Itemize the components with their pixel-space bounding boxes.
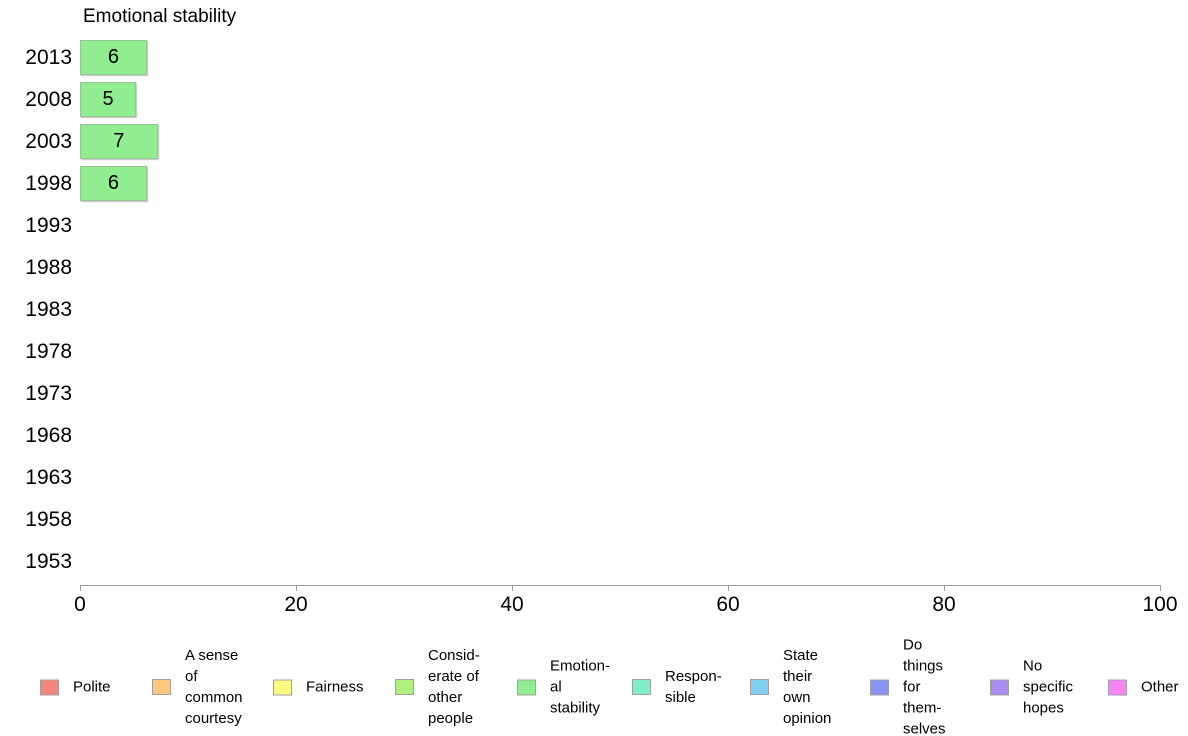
chart-title: Emotional stability: [83, 6, 237, 27]
chart-row: 1963: [0, 457, 1188, 499]
y-axis-label: 2003: [25, 130, 72, 153]
y-axis-label: 1958: [25, 508, 72, 531]
legend-item[interactable]: Consid- erate of other people: [395, 645, 480, 729]
bar-2008: 5: [80, 82, 136, 117]
chart-row: 2003 7: [0, 121, 1188, 163]
chart-row: 1998 6: [0, 163, 1188, 205]
x-axis-tick-label: 40: [500, 593, 524, 616]
legend-item[interactable]: No specific hopes: [990, 656, 1073, 719]
y-axis-label: 1993: [25, 214, 72, 237]
chart-row: 1988: [0, 247, 1188, 289]
legend-item-label: Consid- erate of other people: [428, 647, 480, 727]
legend-item[interactable]: Other: [1108, 677, 1179, 698]
legend-item[interactable]: Polite: [40, 677, 111, 698]
bar-value-label: 6: [107, 46, 119, 68]
legend-swatch-icon: [152, 679, 171, 695]
legend-swatch-icon: [517, 679, 536, 695]
x-axis-tick-label: 100: [1142, 593, 1178, 616]
bar-value-label: 5: [102, 88, 114, 110]
chart-row: 1968: [0, 415, 1188, 457]
x-axis-tick: [944, 585, 945, 591]
legend-swatch-icon: [870, 679, 889, 695]
chart-row: 1973: [0, 373, 1188, 415]
legend-swatch-icon: [750, 679, 769, 695]
y-axis-label: 1998: [25, 172, 72, 195]
chart-row: 1983: [0, 289, 1188, 331]
y-axis-label: 2013: [25, 46, 72, 69]
legend-swatch-icon: [395, 679, 414, 695]
chart-row: 2013 6: [0, 37, 1188, 79]
legend-item-label: Respon- sible: [665, 668, 722, 706]
bar-2013: 6: [80, 40, 147, 75]
x-axis-tick: [1160, 585, 1161, 591]
y-axis-label: 1978: [25, 340, 72, 363]
x-axis-tick: [728, 585, 729, 591]
legend-item-label: Other: [1141, 678, 1179, 696]
chart-row: 1953: [0, 541, 1188, 583]
y-axis-label: 1968: [25, 424, 72, 447]
x-axis-tick-label: 80: [932, 593, 956, 616]
legend-item[interactable]: Fairness: [273, 677, 364, 698]
x-axis-tick-label: 60: [716, 593, 740, 616]
legend-swatch-icon: [632, 679, 651, 695]
legend-item-label: No specific hopes: [1023, 657, 1074, 717]
x-axis-tick-label: 0: [74, 593, 86, 616]
legend-item-label: State their own opinion: [783, 647, 832, 727]
y-axis-label: 1973: [25, 382, 72, 405]
chart-row: 1978: [0, 331, 1188, 373]
legend-item[interactable]: Respon- sible: [632, 666, 722, 708]
bar-2003: 7: [80, 124, 158, 159]
x-axis-tick-label: 20: [284, 593, 308, 616]
plot-area: 2013 6 2008 5 2003 7 1998 6 1993 1988 1983 1978 1973…: [0, 37, 1188, 583]
bar-value-label: 7: [113, 130, 125, 152]
y-axis-label: 1963: [25, 466, 72, 489]
chart-row: 1993: [0, 205, 1188, 247]
chart-row: 1958: [0, 499, 1188, 541]
y-axis-label: 2008: [25, 88, 72, 111]
legend-item[interactable]: A sense of common courtesy: [152, 645, 243, 729]
x-axis-line: [80, 585, 1161, 586]
legend-swatch-icon: [990, 679, 1009, 695]
x-axis-tick: [512, 585, 513, 591]
legend-item[interactable]: State their own opinion: [750, 645, 831, 729]
bar-value-label: 6: [107, 172, 119, 194]
y-axis-label: 1953: [25, 550, 72, 573]
legend-item-label: A sense of common courtesy: [185, 647, 243, 727]
x-axis-tick: [296, 585, 297, 591]
bar-1998: 6: [80, 166, 147, 201]
legend-swatch-icon: [40, 679, 59, 695]
legend-item-label: Polite: [73, 678, 111, 696]
legend-item[interactable]: Do things for them- selves: [870, 635, 946, 736]
legend-item-label: Emotion- al stability: [550, 657, 611, 717]
legend-swatch-icon: [1108, 679, 1127, 695]
x-axis-tick: [80, 585, 81, 591]
legend-swatch-icon: [273, 679, 292, 695]
legend-item-label: Do things for them- selves: [903, 636, 946, 736]
chart-row: 2008 5: [0, 79, 1188, 121]
y-axis-label: 1988: [25, 256, 72, 279]
legend-item[interactable]: Emotion- al stability: [517, 656, 610, 719]
legend-item-label: Fairness: [306, 678, 364, 696]
y-axis-label: 1983: [25, 298, 72, 321]
